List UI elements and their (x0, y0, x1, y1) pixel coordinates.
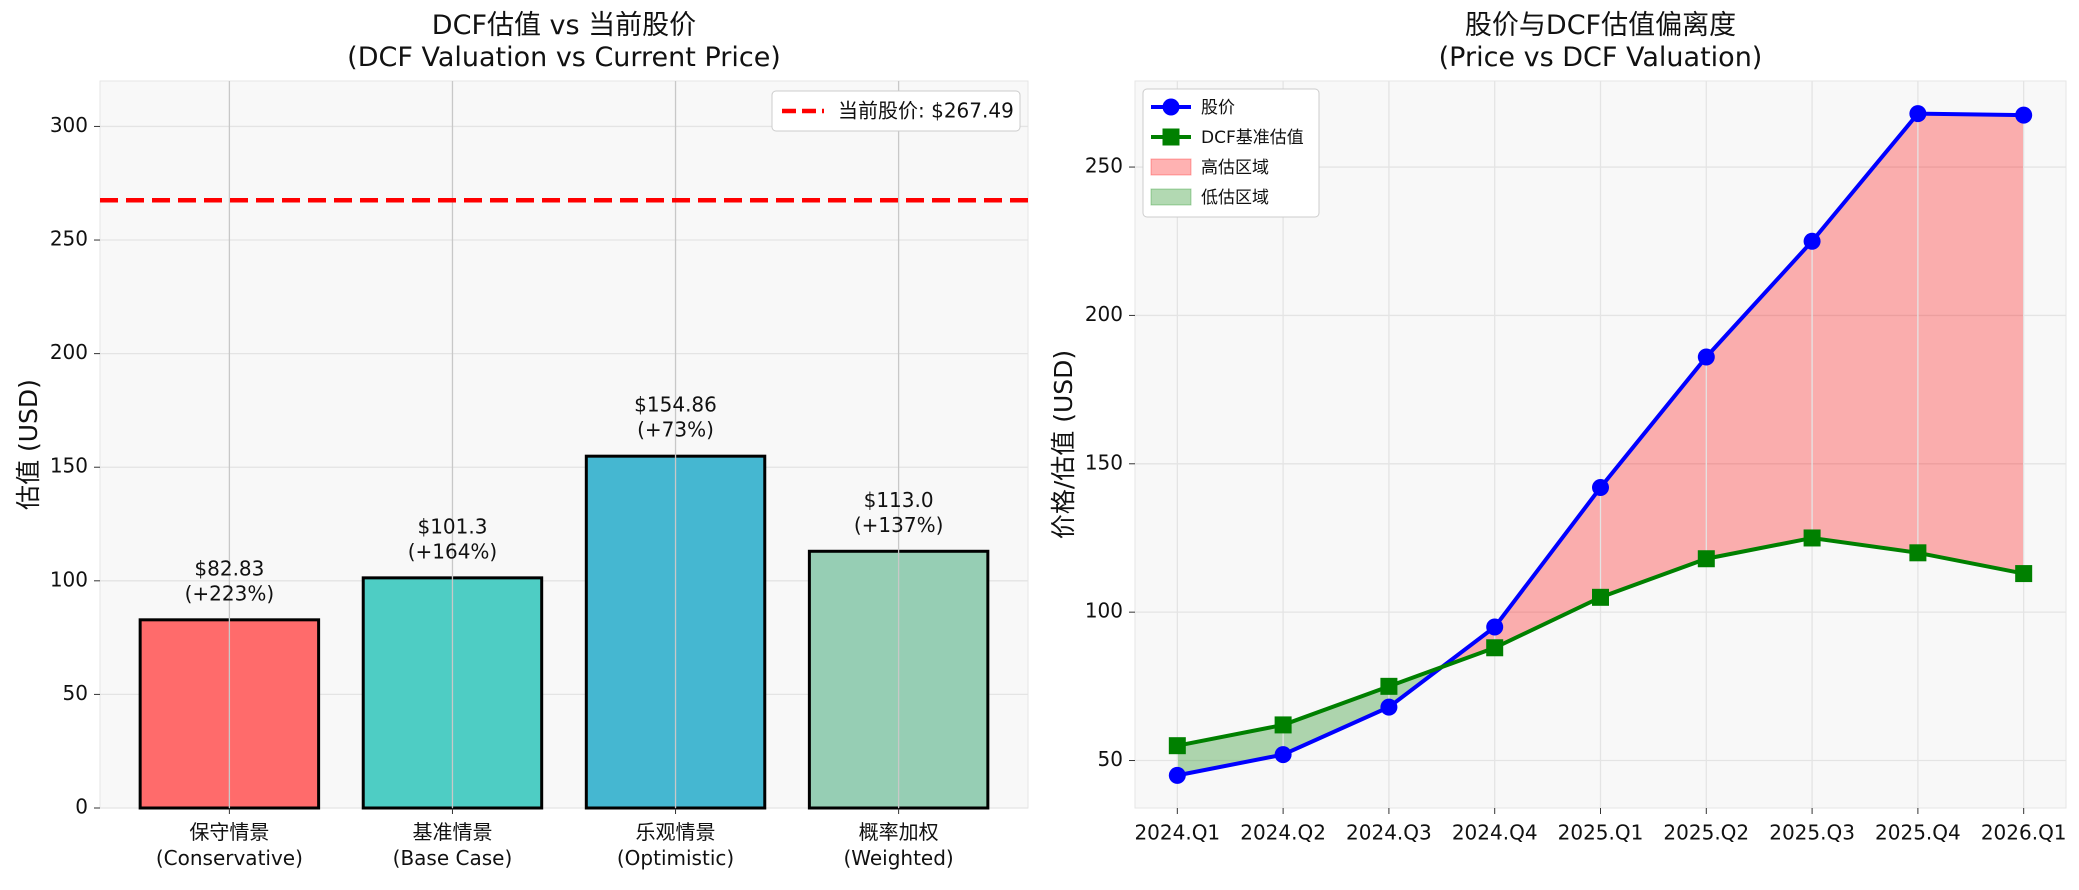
point (1380, 677, 1398, 695)
x-tick-label: 2026.Q1 (1981, 821, 2067, 845)
value-label: $82.83 (194, 556, 264, 580)
x-tick-label: 基准情景(Base Case) (393, 820, 513, 870)
x-tick-label: 概率加权(Weighted) (843, 820, 953, 870)
value-label: $113.0 (864, 488, 934, 512)
value-label: $101.3 (417, 514, 487, 538)
fill-area (1283, 686, 1389, 755)
point (2015, 565, 2033, 583)
fill-area (1494, 487, 1601, 648)
chart-title: DCF估值 vs 当前股价(DCF Valuation vs Current P… (347, 10, 781, 73)
y-tick-label: 200 (1085, 302, 1123, 326)
legend-label: 低估区域 (1201, 188, 1269, 208)
y-tick-label: 150 (1085, 450, 1123, 474)
y-tick-label: 50 (63, 681, 88, 705)
fill-area (1177, 724, 1284, 776)
y-tick-label: 300 (50, 113, 88, 137)
legend-marker (1162, 128, 1180, 146)
point (1592, 479, 1609, 497)
x-tick-label: 2024.Q3 (1346, 821, 1432, 845)
y-tick-label: 250 (50, 227, 88, 251)
point (1274, 716, 1292, 734)
y-axis-label: 价格/估值 (USD) (1049, 350, 1078, 539)
pct-label: (+73%) (637, 418, 714, 442)
point (2015, 106, 2033, 124)
legend-swatch (1150, 188, 1192, 206)
point (1803, 529, 1821, 547)
point (1486, 618, 1504, 636)
value-label: $154.86 (634, 393, 717, 417)
point (1592, 588, 1609, 606)
x-tick-label: 保守情景(Conservative) (156, 820, 303, 870)
y-tick-label: 0 (75, 795, 88, 819)
y-axis-label: 估值 (USD) (14, 379, 43, 510)
legend (1142, 88, 1320, 218)
y-tick-label: 50 (1098, 747, 1123, 771)
point (1274, 746, 1292, 764)
x-tick-label: 2025.Q2 (1663, 821, 1749, 845)
legend-label: 股价 (1201, 98, 1235, 118)
x-tick-label: 2024.Q4 (1452, 821, 1538, 845)
x-tick-label: 2024.Q1 (1134, 821, 1220, 845)
point (1168, 766, 1186, 784)
point (1909, 544, 1927, 562)
fill-area (1600, 356, 1707, 598)
chart-title: 股价与DCF估值偏离度(Price vs DCF Valuation) (1439, 10, 1763, 73)
legend-swatch (1150, 158, 1192, 176)
y-tick-label: 250 (1085, 154, 1123, 178)
point (1909, 105, 1927, 123)
point (1803, 232, 1821, 250)
x-tick-label: 2024.Q2 (1240, 821, 1326, 845)
legend-label: 高估区域 (1201, 158, 1269, 178)
point (1380, 698, 1398, 716)
legend-label: 当前股价: $267.49 (838, 99, 1014, 123)
legend-label: DCF基准估值 (1201, 128, 1304, 148)
y-tick-label: 100 (50, 567, 88, 591)
y-tick-label: 200 (50, 340, 88, 364)
y-tick-label: 100 (1085, 599, 1123, 623)
pct-label: (+137%) (854, 513, 944, 537)
point (1486, 639, 1504, 657)
x-tick-label: 2025.Q3 (1769, 821, 1855, 845)
x-tick-label: 2025.Q1 (1558, 821, 1644, 845)
y-tick-label: 150 (50, 454, 88, 478)
point (1168, 737, 1186, 755)
x-tick-label: 乐观情景(Optimistic) (617, 820, 734, 870)
point (1697, 550, 1715, 568)
legend (771, 90, 1021, 132)
fill-area (1917, 113, 2024, 574)
x-tick-label: 2025.Q4 (1875, 821, 1961, 845)
legend-marker (1162, 98, 1180, 116)
fill-area (1812, 113, 1918, 553)
point (1697, 348, 1715, 366)
pct-label: (+164%) (408, 539, 498, 563)
fill-area (1706, 241, 1813, 559)
pct-label: (+223%) (185, 581, 275, 605)
